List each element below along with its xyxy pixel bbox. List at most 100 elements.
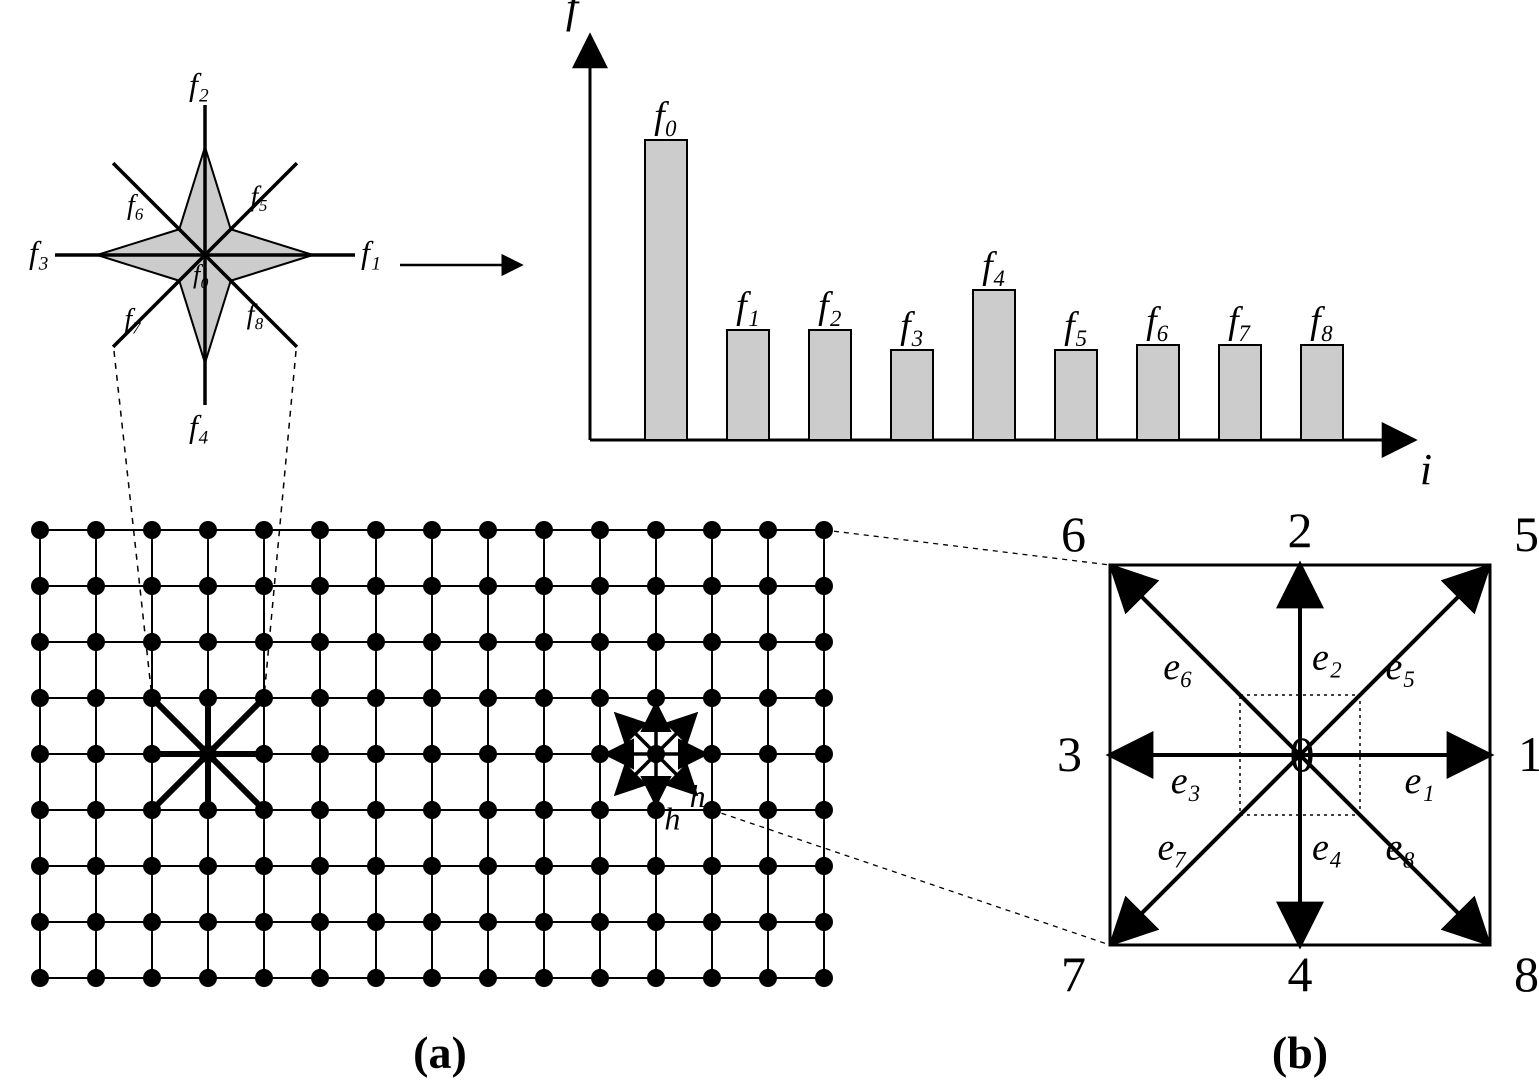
lattice-node [31,633,49,651]
lattice-node [535,857,553,875]
d2q9-vec-label-e7: e₇ [1158,827,1188,869]
lattice-node [143,913,161,931]
y-axis-label: f [566,0,584,32]
lattice-node [87,521,105,539]
lattice-node [703,689,721,707]
lattice-node [815,857,833,875]
lattice-node [423,689,441,707]
lattice-node [31,969,49,987]
d2q9-vec-label-e6: e₆ [1163,646,1193,688]
lattice-node [647,577,665,595]
star-label-f1: f₁ [361,234,381,270]
lattice-node [535,689,553,707]
lattice-node [87,633,105,651]
lattice-node [367,745,385,763]
lattice-node [31,857,49,875]
lattice-node [535,633,553,651]
h-label: h [690,778,706,814]
lattice-node [815,745,833,763]
lattice-node [479,689,497,707]
lattice-node [87,745,105,763]
lattice-node [311,969,329,987]
bar [973,290,1015,440]
lattice-node [535,521,553,539]
lattice-node [423,577,441,595]
lattice-star-arm [152,698,208,754]
lattice-node [703,633,721,651]
lattice-node [87,577,105,595]
lattice-node [199,857,217,875]
lattice-node [591,577,609,595]
star-label-f3: f₃ [29,234,49,270]
bar-label: f₃ [900,305,924,347]
lattice-node [703,521,721,539]
d2q9-vec-label-e8: e₈ [1386,827,1416,869]
lattice-node [31,745,49,763]
svg-root: hh f₀f₁f₂f₃f₄f₅f₆f₇f₈ fif₀f₁f₂f₃f₄f₅f₆f₇… [0,0,1539,1082]
star-label-f5: f₅ [251,182,269,213]
lattice-node [423,521,441,539]
velocity-distribution-star: f₀f₁f₂f₃f₄f₅f₆f₇f₈ [29,66,381,444]
lattice-node [199,633,217,651]
lattice-grid: hh [31,521,833,987]
lattice-node [367,689,385,707]
d2q9-node-label-4: 4 [1288,946,1313,1002]
lattice-node [367,577,385,595]
lattice-node [87,689,105,707]
lattice-node [423,801,441,819]
lattice-node [423,745,441,763]
d2q9-vec-label-e5: e₅ [1386,646,1416,688]
lattice-node [591,857,609,875]
star-label-f7: f₇ [124,304,142,335]
lattice-node [31,521,49,539]
lattice-node [703,577,721,595]
lattice-node [479,633,497,651]
lattice-node [199,913,217,931]
lattice-node [591,633,609,651]
d2q9-node-label-8: 8 [1514,946,1539,1002]
lattice-node [647,689,665,707]
d2q9-node-label-3: 3 [1057,726,1082,782]
bar-label: f₁ [736,285,760,327]
bar-label: f₈ [1310,300,1334,342]
d2q9-vec-label-e2: e₂ [1312,637,1342,679]
bar [645,140,687,440]
lattice-node [311,913,329,931]
lattice-node [759,857,777,875]
lattice-node [31,913,49,931]
lattice-node [479,913,497,931]
lattice-node [255,633,273,651]
bar-label: f₇ [1228,300,1252,342]
star-label-f2: f₂ [189,66,209,102]
d2q9-node-label-7: 7 [1061,946,1086,1002]
caption-b: (b) [1272,1027,1328,1078]
lattice-node [311,745,329,763]
bar [809,330,851,440]
caption-a: (a) [413,1027,467,1078]
lattice-node [255,913,273,931]
lattice-node [367,857,385,875]
lattice-node [143,521,161,539]
lattice-node [367,521,385,539]
lattice-node [759,521,777,539]
lattice-node [759,801,777,819]
lattice-node [255,577,273,595]
lattice-node [647,633,665,651]
lattice-node [535,745,553,763]
star-label-f6: f₆ [127,190,145,221]
lattice-node [199,521,217,539]
lattice-node [311,689,329,707]
lattice-node [647,857,665,875]
d2q9-node-label-5: 5 [1514,506,1539,562]
bar-label: f₅ [1064,305,1088,347]
lattice-node [423,969,441,987]
star-label-f4: f₄ [189,408,209,444]
lattice-node [479,801,497,819]
lattice-star-arm [208,698,264,754]
lattice-node [199,969,217,987]
lattice-node [591,521,609,539]
d2q9-node-label-0: 0 [1290,726,1315,782]
lattice-node [311,521,329,539]
lattice-node [479,521,497,539]
lattice-node [87,969,105,987]
